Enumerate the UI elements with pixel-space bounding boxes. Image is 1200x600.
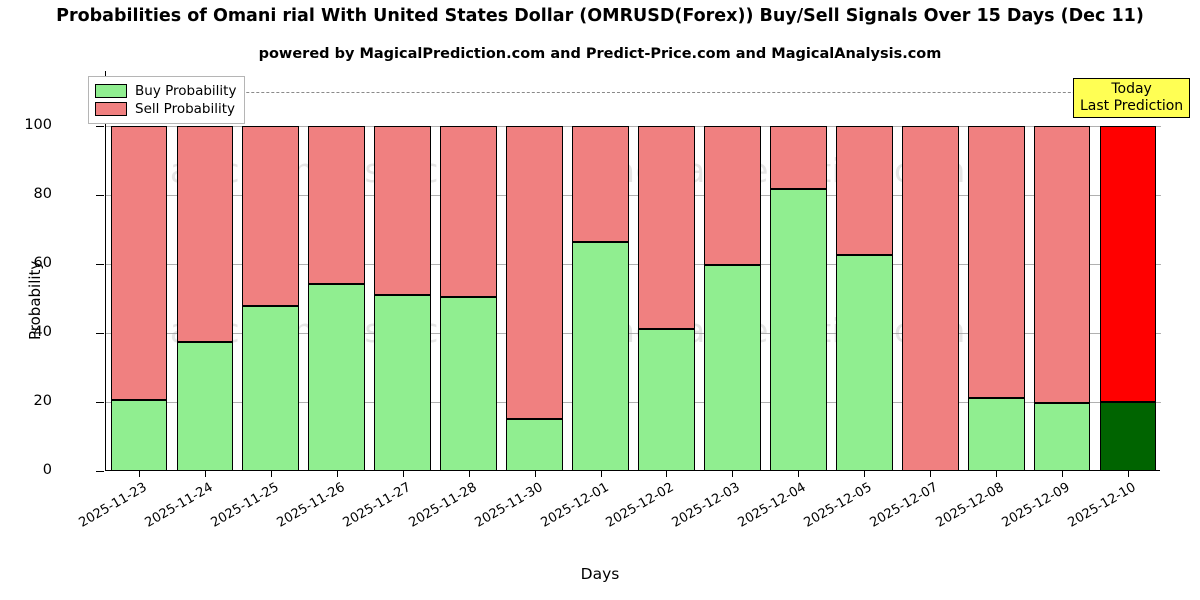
x-tick — [666, 470, 668, 477]
bar-group[interactable] — [308, 71, 366, 471]
y-tick — [96, 471, 104, 472]
bar-group[interactable] — [440, 71, 497, 471]
bar-segment-sell[interactable] — [110, 126, 168, 400]
bar-group[interactable] — [506, 71, 563, 471]
bar-segment-sell[interactable] — [572, 126, 629, 242]
y-gridline — [106, 264, 1161, 265]
bar-group[interactable] — [572, 71, 629, 471]
x-tick — [204, 470, 206, 477]
bar-group[interactable] — [242, 71, 300, 471]
bar-group[interactable] — [704, 71, 761, 471]
bar-group[interactable] — [835, 71, 893, 471]
bar-group[interactable] — [110, 71, 168, 471]
y-tick-label: 20 — [33, 393, 52, 409]
legend-item-buy: Buy Probability — [95, 82, 236, 100]
x-tick — [600, 470, 602, 477]
x-tick — [1128, 470, 1130, 477]
bar-group[interactable] — [967, 71, 1025, 471]
legend-label-sell: Sell Probability — [135, 101, 236, 117]
today-label-line1: Today — [1111, 81, 1152, 97]
y-tick — [96, 333, 104, 334]
bar-group[interactable] — [374, 71, 432, 471]
bar-group[interactable] — [1099, 71, 1157, 471]
bar-group[interactable] — [901, 71, 959, 471]
bar-segment-buy[interactable] — [506, 419, 563, 471]
bar-segment-buy[interactable] — [572, 241, 629, 471]
y-tick-label: 60 — [33, 255, 52, 271]
bar-segment-sell[interactable] — [638, 126, 695, 330]
bar-segment-buy[interactable] — [1099, 402, 1157, 471]
x-tick — [798, 470, 800, 477]
chart-title: Probabilities of Omani rial With United … — [56, 6, 1144, 26]
x-tick — [138, 470, 140, 477]
bar-segment-sell[interactable] — [440, 126, 497, 298]
y-gridline — [106, 195, 1161, 196]
x-tick — [270, 470, 272, 477]
today-annotation: Today Last Prediction — [1073, 78, 1191, 118]
legend-label-buy: Buy Probability — [135, 83, 237, 99]
y-tick — [96, 402, 104, 403]
x-tick — [732, 470, 734, 477]
reference-dashed-line — [106, 91, 1161, 93]
y-tick — [96, 195, 104, 196]
y-gridline — [106, 126, 1161, 127]
x-tick — [402, 470, 404, 477]
bar-group[interactable] — [638, 71, 695, 471]
bar-segment-buy[interactable] — [638, 329, 695, 471]
bar-segment-sell[interactable] — [1099, 126, 1157, 402]
bar-segment-sell[interactable] — [835, 126, 893, 255]
x-tick — [534, 470, 536, 477]
bar-segment-sell[interactable] — [506, 126, 563, 420]
y-tick — [96, 126, 104, 127]
legend-swatch-buy — [95, 84, 127, 98]
today-label-line2: Last Prediction — [1080, 98, 1184, 114]
bar-segment-buy[interactable] — [242, 306, 300, 471]
bar-segment-sell[interactable] — [1033, 126, 1091, 403]
bar-segment-buy[interactable] — [704, 264, 761, 471]
legend-item-sell: Sell Probability — [95, 100, 236, 118]
bar-segment-buy[interactable] — [967, 397, 1025, 471]
y-tick-label: 40 — [33, 324, 52, 340]
x-tick — [930, 470, 932, 477]
bar-segment-buy[interactable] — [440, 297, 497, 471]
bar-segment-buy[interactable] — [374, 295, 432, 471]
bar-group[interactable] — [176, 71, 234, 471]
bar-segment-buy[interactable] — [769, 189, 827, 471]
y-tick-label: 80 — [33, 186, 52, 202]
bar-segment-sell[interactable] — [901, 126, 959, 471]
chart-legend: Buy Probability Sell Probability — [88, 76, 246, 124]
bar-segment-sell[interactable] — [374, 126, 432, 296]
bar-segment-buy[interactable] — [1033, 402, 1091, 471]
bar-segment-sell[interactable] — [176, 126, 234, 342]
bar-segment-sell[interactable] — [242, 126, 300, 307]
x-tick — [1062, 470, 1064, 477]
bar-group[interactable] — [1033, 71, 1091, 471]
x-tick — [468, 470, 470, 477]
bar-segment-sell[interactable] — [308, 126, 366, 284]
x-tick — [336, 470, 338, 477]
legend-swatch-sell — [95, 102, 127, 116]
x-tick — [864, 470, 866, 477]
bar-group[interactable] — [769, 71, 827, 471]
bar-segment-buy[interactable] — [308, 283, 366, 471]
y-gridline — [106, 402, 1161, 403]
x-tick — [996, 470, 998, 477]
y-tick-label: 0 — [42, 462, 52, 478]
bar-segment-sell[interactable] — [967, 126, 1025, 398]
y-tick-label: 100 — [24, 117, 52, 133]
plot-area: 020406080100MagicalAnalysis.comMagicalPr… — [24, 71, 1161, 478]
y-gridline — [106, 333, 1161, 334]
y-tick — [96, 264, 104, 265]
y-axis-title: Probability — [26, 260, 44, 340]
bar-segment-sell[interactable] — [704, 126, 761, 265]
x-axis-title: Days — [580, 565, 620, 583]
bar-segment-buy[interactable] — [176, 341, 234, 471]
chart-subtitle: powered by MagicalPrediction.com and Pre… — [258, 46, 942, 62]
bar-segment-buy[interactable] — [835, 254, 893, 471]
bar-segment-sell[interactable] — [769, 126, 827, 190]
bar-segment-buy[interactable] — [110, 399, 168, 471]
